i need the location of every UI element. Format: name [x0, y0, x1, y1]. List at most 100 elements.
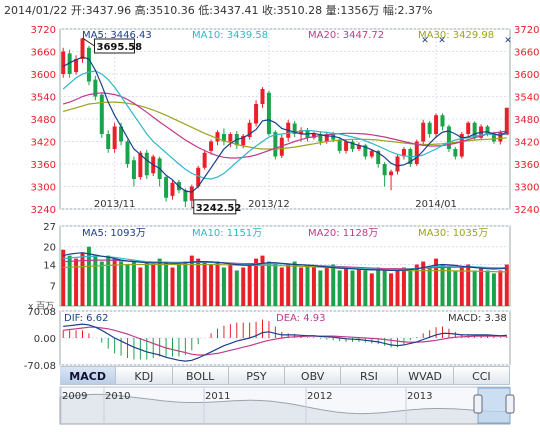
candle-body — [440, 115, 445, 127]
overview-drag-handle[interactable] — [473, 394, 483, 414]
candle-body — [221, 134, 226, 142]
dea-line — [63, 326, 507, 356]
volume-unit-label: x 百万 — [28, 301, 54, 312]
volume-ma30-line — [63, 263, 507, 273]
volume-ma5-line — [63, 252, 507, 271]
volume-bar — [183, 261, 188, 306]
overview-drag-handle[interactable] — [505, 394, 515, 414]
event-marker-icon: ✕ — [438, 36, 446, 46]
candle-body — [215, 132, 220, 142]
candle-body — [266, 92, 271, 134]
overview-silhouette — [59, 393, 511, 425]
price-legend-item: MA5: 3446.43 — [82, 30, 152, 41]
candle-body — [196, 167, 201, 187]
volume-bar — [356, 267, 361, 306]
volume-bar — [86, 246, 91, 306]
price-tick-left: 3480 — [31, 115, 56, 126]
candle-body — [350, 141, 355, 149]
candle-body — [61, 51, 66, 74]
volume-bar — [369, 273, 374, 306]
volume-bar — [151, 264, 156, 306]
high-callout-label: 3695.58 — [97, 42, 143, 53]
low-callout-label: 3242.52 — [196, 203, 242, 214]
tab-kdj[interactable]: KDJ — [116, 366, 173, 385]
volume-bar — [324, 267, 329, 306]
tab-wvad[interactable]: WVAD — [397, 366, 454, 385]
macd-tick-label: 0.00 — [34, 334, 56, 345]
volume-bar — [311, 267, 316, 306]
volume-bar — [453, 270, 458, 306]
candle-body — [382, 164, 387, 176]
candle-body — [395, 156, 400, 172]
candle-body — [414, 141, 419, 164]
tab-macd[interactable]: MACD — [60, 366, 117, 385]
volume-tick-label: 20 — [43, 243, 56, 254]
tab-psy[interactable]: PSY — [228, 366, 285, 385]
volume-bar — [292, 261, 297, 306]
volume-bar — [421, 261, 426, 306]
candle-body — [292, 123, 297, 134]
price-tick-right: 3480 — [514, 115, 539, 126]
price-tick-left: 3540 — [31, 93, 56, 104]
volume-bar — [440, 264, 445, 306]
indicator-tabs: MACD KDJ BOLL PSY OBV RSI WVAD CCI — [60, 366, 510, 385]
dea-label: DEA: 4.93 — [276, 313, 326, 324]
price-tick-left: 3720 — [31, 25, 56, 36]
macd-tick-label: 70.08 — [27, 307, 56, 318]
volume-bar — [305, 264, 310, 306]
volume-tick-label: 14 — [43, 261, 56, 272]
candle-body — [279, 137, 284, 156]
macd-tick-label: -70.08 — [24, 361, 56, 372]
candle-body — [183, 190, 188, 202]
tab-rsi[interactable]: RSI — [341, 366, 398, 385]
volume-bar — [273, 264, 278, 306]
date-tick-label: 2013/11 — [94, 199, 136, 210]
candle-body — [401, 149, 406, 157]
price-tick-left: 3660 — [31, 48, 56, 59]
price-tick-right: 3360 — [514, 160, 539, 171]
overview-selection-window[interactable] — [477, 387, 511, 424]
candle-body — [138, 152, 143, 178]
volume-bar — [318, 270, 323, 306]
candle-body — [363, 145, 368, 157]
candle-body — [459, 134, 464, 157]
event-marker-icon: ✕ — [504, 36, 512, 46]
candle-body — [119, 126, 124, 142]
volume-bar — [260, 255, 265, 306]
volume-bar — [119, 261, 124, 306]
candle-body — [170, 182, 175, 196]
candle-body — [74, 59, 79, 73]
candle-body — [498, 132, 503, 142]
dif-label: DIF: 6.62 — [64, 313, 108, 324]
overview-year-label: 2009 — [62, 391, 87, 402]
volume-bar — [131, 261, 136, 306]
candle-body — [86, 47, 91, 82]
volume-bar — [344, 267, 349, 306]
volume-bar — [254, 258, 259, 306]
candle-body — [324, 134, 329, 142]
volume-bar — [376, 267, 381, 306]
volume-bar — [414, 264, 419, 306]
candle-body — [144, 152, 149, 176]
volume-bar — [241, 267, 246, 306]
volume-bar — [157, 258, 162, 306]
candle-body — [344, 141, 349, 151]
candle-body — [369, 150, 374, 157]
price-tick-right: 3240 — [514, 205, 539, 216]
volume-bar — [125, 264, 130, 306]
volume-bar — [176, 264, 181, 306]
candle-body — [93, 79, 98, 97]
tab-obv[interactable]: OBV — [285, 366, 342, 385]
volume-bar — [401, 267, 406, 306]
candle-body — [273, 132, 278, 157]
volume-bar — [479, 267, 484, 306]
event-marker-icon: ✕ — [421, 36, 429, 46]
tab-boll[interactable]: BOLL — [172, 366, 229, 385]
price-tick-left: 3300 — [31, 183, 56, 194]
candle-body — [80, 38, 85, 59]
volume-bar — [363, 270, 368, 306]
tab-cci[interactable]: CCI — [453, 366, 510, 385]
price-tick-right: 3660 — [514, 48, 539, 59]
volume-bar — [504, 264, 509, 306]
volume-legend-item: MA5: 1093万 — [82, 228, 146, 239]
